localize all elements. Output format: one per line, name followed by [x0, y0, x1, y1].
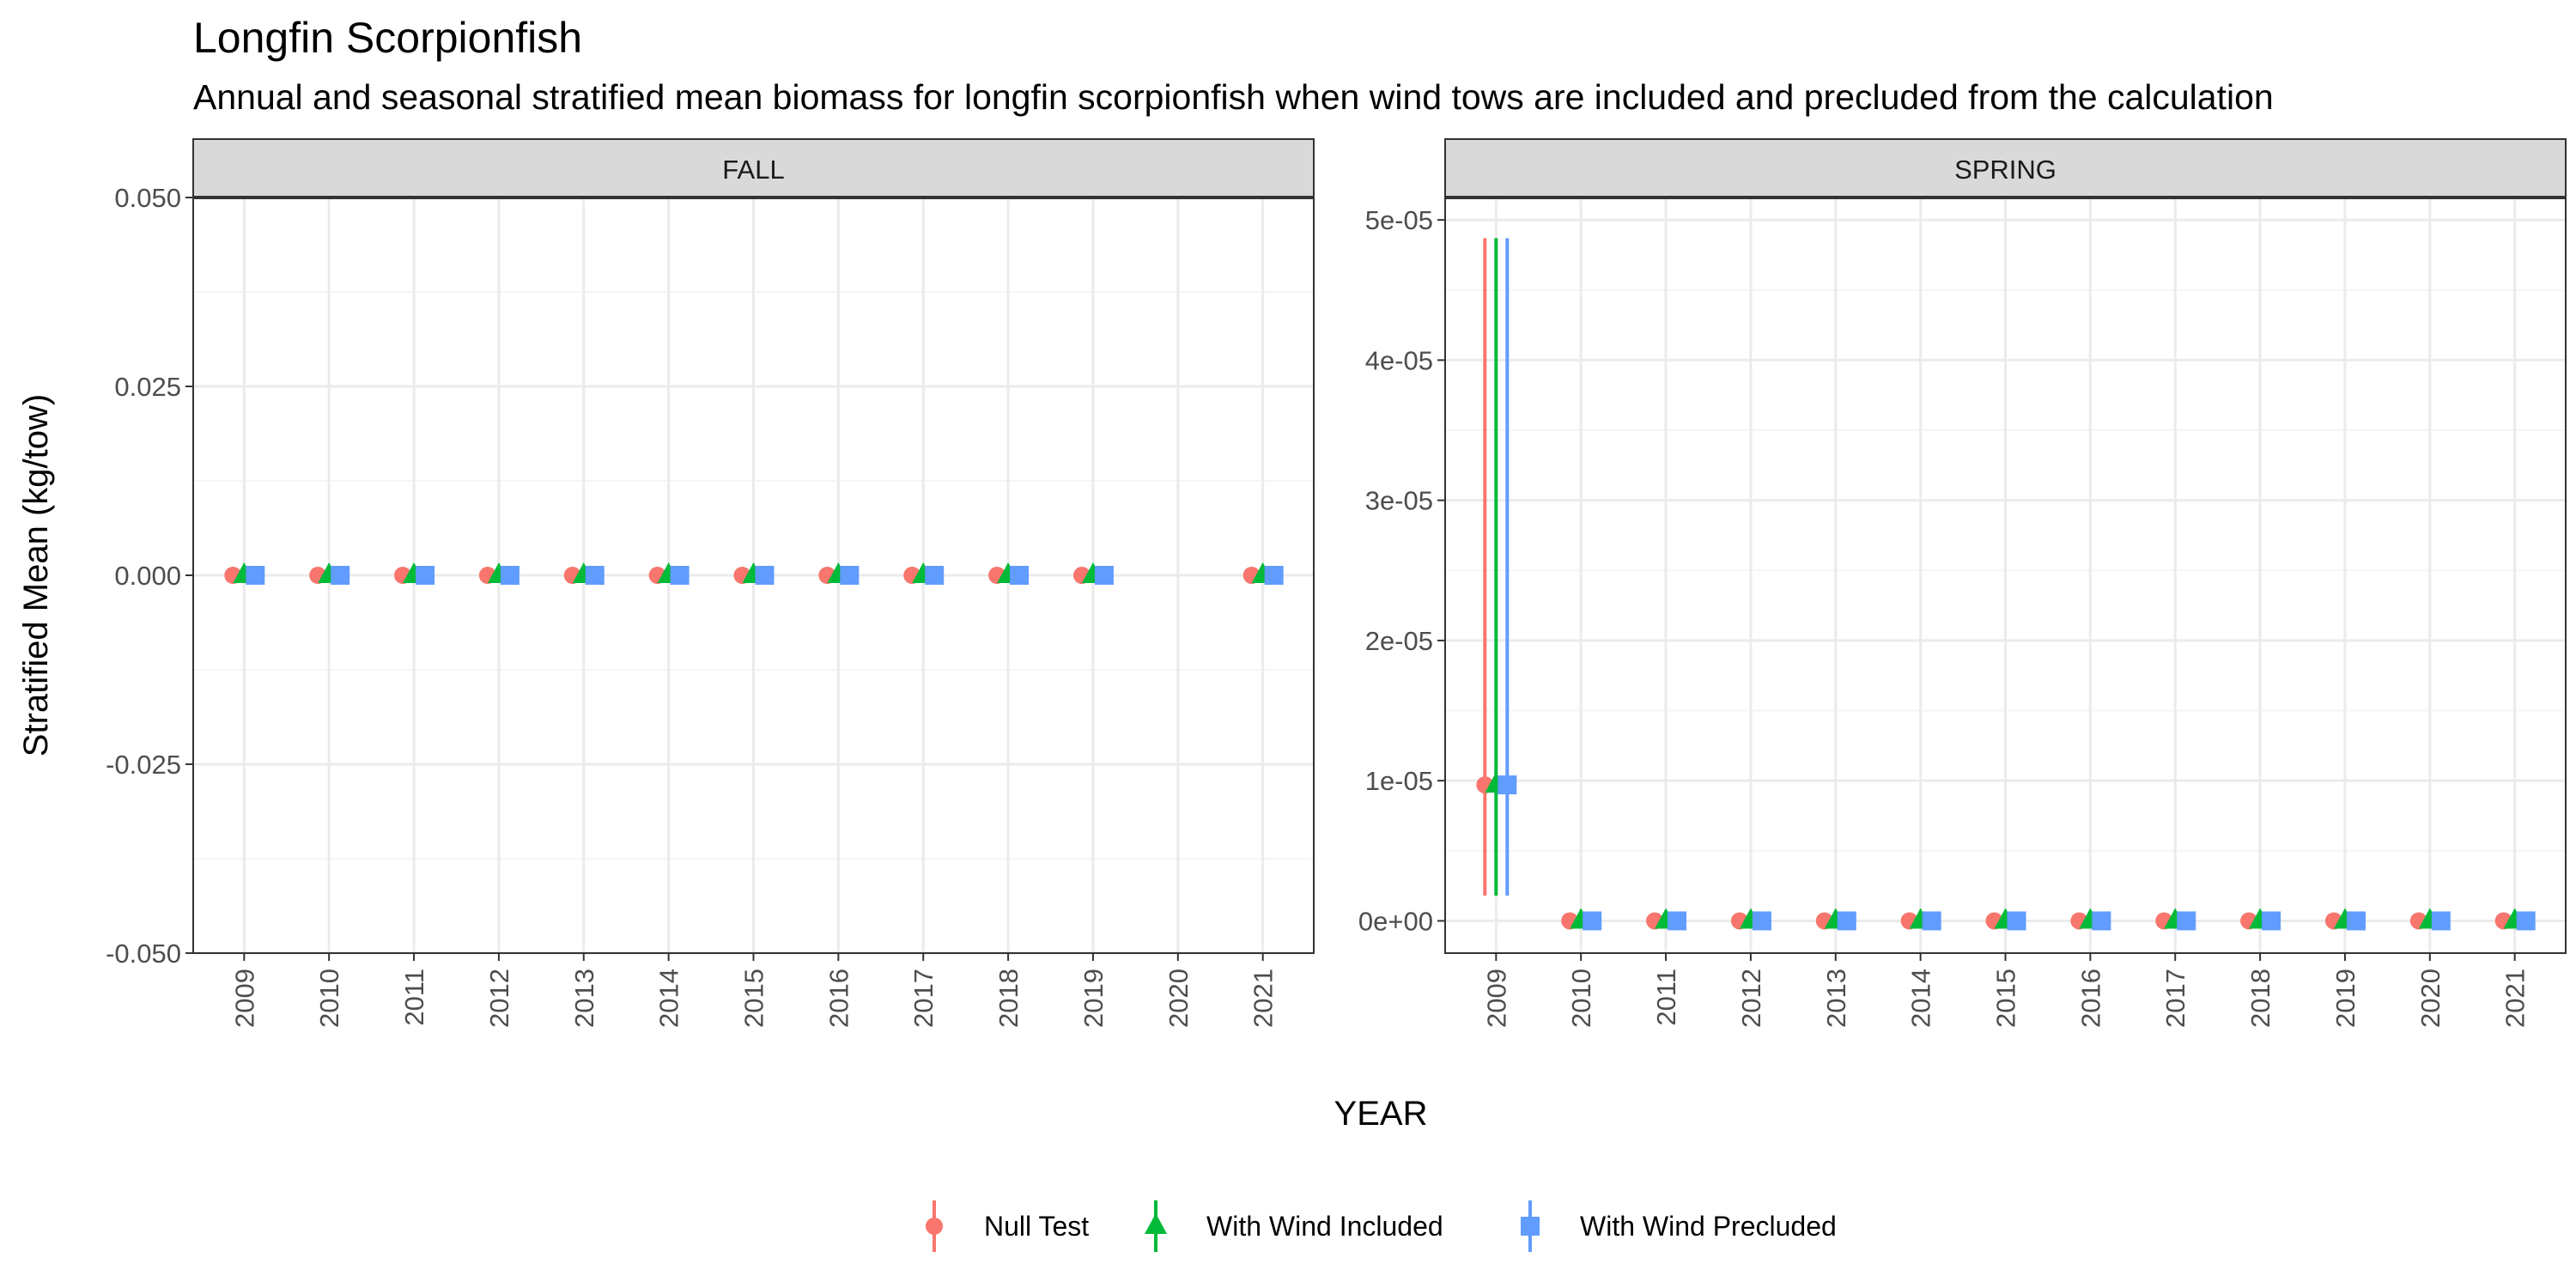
data-point	[840, 566, 860, 585]
data-point	[2092, 911, 2111, 931]
x-tick-label: 2013	[1821, 969, 1851, 1028]
legend-item-with-wind-precluded: With Wind Precluded	[1521, 1200, 1837, 1252]
x-tick-label: 2012	[484, 969, 514, 1028]
x-tick-label: 2009	[229, 969, 259, 1028]
legend-label: Null Test	[984, 1211, 1089, 1242]
x-tick-label: 2018	[2245, 969, 2275, 1028]
y-tick-label: 0.050	[114, 183, 181, 213]
y-tick-label: 1e-05	[1365, 766, 1433, 796]
facet-strip	[192, 138, 1315, 198]
x-tick-label: 2018	[993, 969, 1024, 1028]
legend-item-null-test: Null Test	[926, 1200, 1089, 1252]
x-tick-label: 2009	[1481, 969, 1511, 1028]
panel-fall: -0.050 -0.025 0.000 0.025 0.050 2009 2010 2011 2…	[106, 138, 1315, 1028]
chart-title: Longfin Scorpionfish	[193, 14, 583, 62]
y-tick-label: 2e-05	[1365, 626, 1433, 656]
facet-strip-label: FALL	[722, 155, 784, 185]
data-point	[2516, 911, 2536, 931]
y-tick-label: -0.050	[106, 939, 181, 969]
y-tick-label: 0.025	[114, 372, 181, 402]
y-tick-label: 0.000	[114, 561, 181, 591]
data-point	[2262, 911, 2281, 931]
data-point	[585, 566, 605, 585]
x-tick-label: 2019	[1078, 969, 1109, 1028]
x-tick-label: 2015	[739, 969, 769, 1028]
y-tick-label: -0.025	[106, 750, 181, 780]
x-tick-label: 2019	[2330, 969, 2360, 1028]
series-null-test	[1476, 238, 2512, 930]
series-with-wind-precluded	[246, 566, 1284, 585]
x-tick-label: 2014	[1906, 969, 1936, 1028]
legend-item-with-wind-included: With Wind Included	[1145, 1200, 1443, 1252]
y-tick-label: 3e-05	[1365, 486, 1433, 516]
x-tick-label: 2016	[2075, 969, 2105, 1028]
x-tick-label: 2011	[1651, 969, 1681, 1026]
x-tick-label: 2021	[2500, 969, 2530, 1028]
x-tick-label: 2011	[399, 969, 429, 1026]
data-point	[331, 566, 350, 585]
data-point	[500, 566, 519, 585]
y-tick-label: 5e-05	[1365, 205, 1433, 235]
data-point	[1498, 775, 1517, 795]
x-tick-label: 2020	[1163, 969, 1194, 1028]
y-axis-title: Stratified Mean (kg/tow)	[17, 394, 55, 756]
y-tick-label: 0e+00	[1358, 906, 1433, 936]
x-tick-label: 2010	[314, 969, 344, 1028]
data-point	[2177, 911, 2196, 931]
facet-strip-label: SPRING	[1954, 155, 2057, 185]
data-point	[755, 566, 775, 585]
x-tick-label: 2017	[2160, 969, 2190, 1028]
chart-subtitle: Annual and seasonal stratified mean biom…	[193, 77, 2274, 117]
data-point	[416, 566, 435, 585]
x-tick-label: 2013	[569, 969, 599, 1028]
data-point	[1668, 911, 1687, 931]
legend-label: With Wind Included	[1206, 1211, 1443, 1242]
data-point	[246, 566, 265, 585]
facet-strip	[1444, 138, 2567, 198]
data-point	[1837, 911, 1856, 931]
data-point	[925, 566, 945, 585]
legend-label: With Wind Precluded	[1580, 1211, 1837, 1242]
x-tick-label: 2010	[1566, 969, 1596, 1028]
x-tick-label: 2016	[823, 969, 854, 1028]
legend-key-marker	[1521, 1217, 1540, 1236]
data-point	[2346, 911, 2366, 931]
data-point	[1752, 911, 1771, 931]
x-tick-label: 2015	[1991, 969, 2021, 1028]
data-point	[1094, 566, 1114, 585]
data-point	[2007, 911, 2026, 931]
series-with-wind-precluded	[1498, 238, 2536, 931]
legend: Null Test With Wind Included With Wind Pre…	[926, 1200, 1837, 1252]
x-tick-label: 2014	[654, 969, 684, 1028]
data-point	[2431, 911, 2451, 931]
chart-panels: -0.050 -0.025 0.000 0.025 0.050 2009 2010 2011 2…	[106, 138, 2567, 1028]
x-tick-label: 2017	[908, 969, 939, 1028]
x-tick-label: 2012	[1736, 969, 1766, 1028]
data-point	[670, 566, 690, 585]
data-point	[1010, 566, 1030, 585]
y-tick-label: 4e-05	[1365, 345, 1433, 375]
x-axis-title: YEAR	[1334, 1095, 1428, 1133]
data-point	[1264, 566, 1284, 585]
x-tick-label: 2020	[2415, 969, 2445, 1028]
data-point	[1922, 911, 1941, 931]
legend-key-marker	[1145, 1213, 1167, 1234]
legend-key-marker	[926, 1218, 943, 1235]
panel-spring: 0e+00 1e-05 2e-05 3e-05 4e-05 5e-05 2009 2010 20…	[1358, 138, 2567, 1028]
x-tick-label: 2021	[1249, 969, 1279, 1028]
data-point	[1583, 911, 1602, 931]
